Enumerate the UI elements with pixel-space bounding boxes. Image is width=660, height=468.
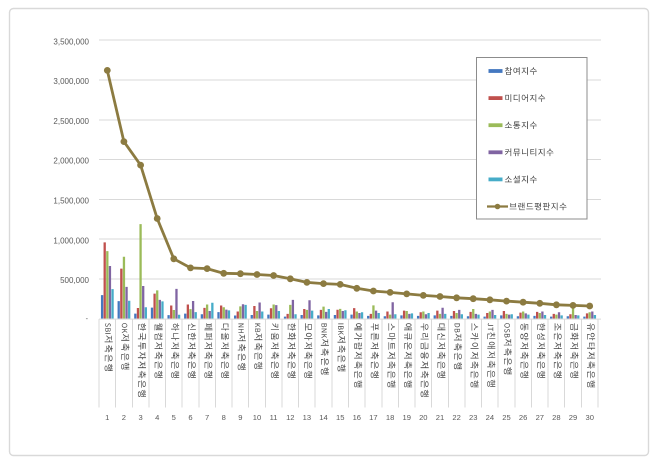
svg-text:2,000,000: 2,000,000 [53, 157, 89, 166]
svg-text:27: 27 [536, 413, 544, 422]
svg-text:24: 24 [486, 413, 494, 422]
svg-text:16: 16 [353, 413, 361, 422]
svg-text:9: 9 [238, 413, 242, 422]
svg-text:11: 11 [270, 413, 278, 422]
svg-text:19: 19 [402, 413, 410, 422]
svg-text:1: 1 [105, 413, 109, 422]
svg-text:13: 13 [303, 413, 311, 422]
svg-text:3,000,000: 3,000,000 [53, 77, 89, 86]
svg-text:1,000,000: 1,000,000 [53, 236, 89, 245]
svg-text:1,500,000: 1,500,000 [53, 197, 89, 206]
svg-text:3: 3 [138, 413, 142, 422]
svg-text:3,500,000: 3,500,000 [53, 37, 89, 46]
svg-text:21: 21 [436, 413, 444, 422]
svg-text:17: 17 [369, 413, 377, 422]
svg-text:22: 22 [452, 413, 460, 422]
svg-text:26: 26 [519, 413, 527, 422]
svg-text:25: 25 [502, 413, 510, 422]
svg-text:14: 14 [319, 413, 327, 422]
svg-text:10: 10 [253, 413, 261, 422]
svg-text:2,500,000: 2,500,000 [53, 117, 89, 126]
svg-text:30: 30 [585, 413, 593, 422]
svg-text:23: 23 [469, 413, 477, 422]
svg-text:-: - [86, 314, 89, 323]
svg-text:2: 2 [122, 413, 126, 422]
svg-text:18: 18 [386, 413, 394, 422]
svg-text:20: 20 [419, 413, 427, 422]
svg-text:4: 4 [155, 413, 159, 422]
svg-text:7: 7 [205, 413, 209, 422]
svg-text:15: 15 [336, 413, 344, 422]
svg-text:8: 8 [222, 413, 226, 422]
svg-text:29: 29 [569, 413, 577, 422]
svg-text:28: 28 [552, 413, 560, 422]
svg-text:5: 5 [172, 413, 176, 422]
svg-text:500,000: 500,000 [60, 276, 89, 285]
svg-text:6: 6 [188, 413, 192, 422]
svg-text:12: 12 [286, 413, 294, 422]
